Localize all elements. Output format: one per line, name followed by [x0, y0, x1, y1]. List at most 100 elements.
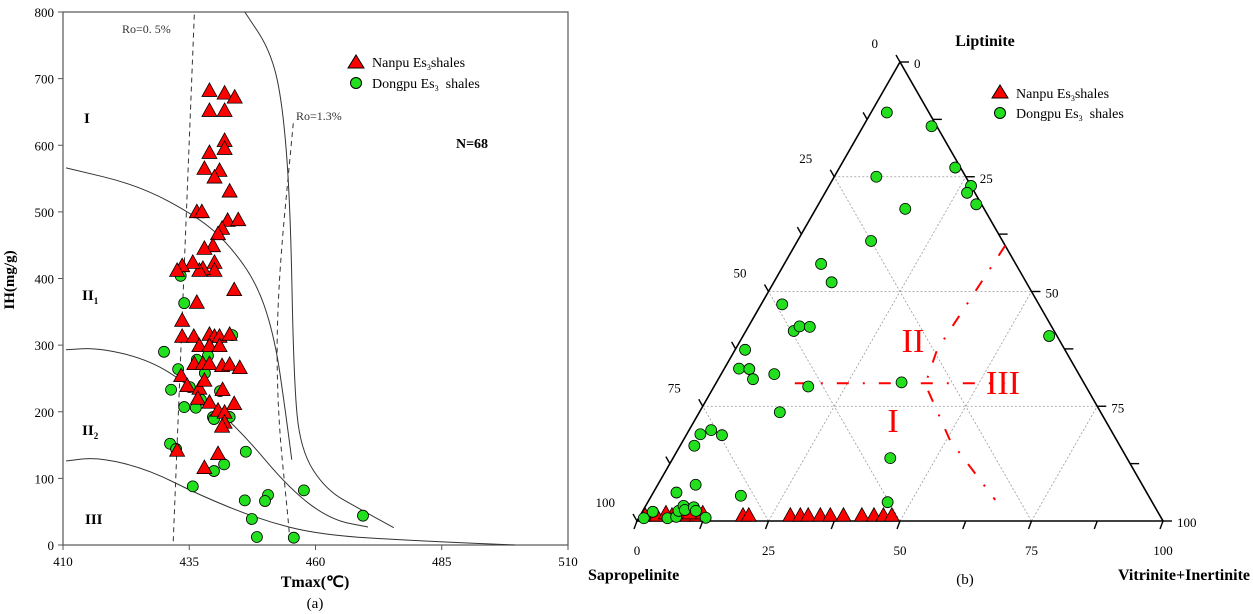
nanpu-point — [206, 262, 223, 277]
panel-a-label: (a) — [307, 596, 324, 612]
y-tick-label: 200 — [35, 405, 55, 420]
nanpu-point — [883, 506, 901, 522]
bottom-tick-label: 75 — [1025, 543, 1038, 558]
plot-frame — [62, 11, 569, 546]
nanpu-point — [835, 506, 852, 522]
bottom-tick-label: 0 — [634, 543, 641, 558]
dongpu-point — [1043, 330, 1056, 342]
dongpu-point — [899, 202, 912, 215]
y-tick-label: 800 — [35, 5, 55, 20]
legend-dongpu-label: Dongpu Es3 shales — [1016, 107, 1124, 123]
nanpu-point — [196, 240, 213, 255]
dongpu-point — [694, 428, 707, 441]
nanpu-point — [168, 262, 186, 277]
nanpu-point — [201, 102, 218, 117]
dongpu-point — [699, 511, 712, 524]
dongpu-point — [178, 297, 191, 310]
legend-triangle-marker — [991, 84, 1009, 99]
x-axis-label: Tmax(℃) — [281, 574, 350, 591]
kerogen-type-boundary — [65, 458, 515, 546]
nanpu-point — [822, 506, 839, 522]
dongpu-point — [803, 320, 816, 333]
bottom-tick — [699, 520, 704, 530]
dongpu-point — [884, 452, 897, 465]
y-tick-label: 300 — [35, 338, 55, 353]
ro-0-5-label: Ro=0. 5% — [122, 22, 171, 36]
nanpu-point — [168, 441, 186, 457]
dongpu-point — [773, 406, 786, 419]
x-tick-label: 460 — [306, 554, 326, 569]
y-tick-label: 600 — [35, 138, 55, 153]
nanpu-point — [812, 506, 829, 522]
grid-line — [1031, 406, 1098, 522]
kerogen-type-boundary — [65, 167, 293, 460]
y-tick-label: 100 — [35, 471, 55, 486]
nanpu-point — [226, 395, 243, 410]
nanpu-point — [201, 144, 218, 159]
nanpu-point — [172, 367, 190, 383]
dongpu-point — [688, 439, 701, 452]
region-iii-label: III — [986, 365, 1020, 402]
nanpu-point — [216, 140, 233, 155]
dongpu-point — [716, 429, 728, 442]
left-tick — [632, 513, 638, 522]
nanpu-point — [193, 203, 211, 219]
nanpu-point — [204, 237, 222, 253]
nanpu-point — [206, 168, 223, 184]
left-tick — [895, 54, 901, 63]
dongpu-point — [646, 505, 659, 518]
left-tick — [665, 456, 671, 464]
ro-isoline — [276, 123, 294, 546]
nanpu-point — [221, 325, 238, 341]
kerogen-type-boundary — [244, 11, 395, 529]
dongpu-point — [287, 531, 300, 544]
dongpu-point — [802, 380, 815, 393]
nanpu-point — [226, 281, 243, 297]
nanpu-point — [201, 337, 218, 353]
dongpu-point — [881, 496, 894, 509]
nanpu-point — [185, 327, 202, 343]
panel-b-ternary-plot: 0 100 0 25 75 25 50 50 50 75 25 75 100 0 100 Liptinite… — [588, 33, 1250, 588]
dongpu-point — [870, 170, 883, 183]
dongpu-point — [747, 373, 759, 386]
nanpu-point — [196, 459, 213, 474]
nanpu-point — [740, 506, 757, 522]
region-ii2-label: II2 — [82, 423, 99, 441]
dongpu-point — [880, 106, 893, 119]
dongpu-point — [670, 486, 683, 499]
nanpu-point — [201, 393, 218, 409]
nanpu-point — [179, 377, 196, 393]
nanpu-point — [853, 506, 871, 522]
right-tick-label: 50 — [1046, 286, 1059, 301]
nanpu-point — [216, 84, 233, 100]
legend-triangle-marker — [347, 54, 365, 69]
nanpu-point — [189, 389, 207, 405]
bottom-tick — [1159, 520, 1164, 530]
nanpu-point — [216, 102, 233, 117]
panel-a-ih-tmax-plot: IH(mg/g) Tmax(℃) (a) N=68 Ro=0. 5% Ro=1.… — [2, 5, 578, 612]
dongpu-point — [970, 198, 983, 211]
dongpu-point — [925, 120, 938, 133]
bottom-tick — [1027, 520, 1033, 530]
dongpu-point — [238, 494, 251, 507]
dongpu-point — [186, 480, 199, 493]
grid-line — [702, 406, 769, 522]
dongpu-point — [895, 376, 908, 389]
nanpu-point — [174, 311, 191, 327]
dongpu-point — [865, 235, 877, 247]
dongpu-point — [158, 345, 170, 358]
dongpu-point — [768, 368, 781, 381]
nanpu-point — [201, 355, 218, 371]
bottom-tick — [764, 520, 770, 530]
nanpu-point — [226, 88, 243, 104]
y-tick-label: 400 — [35, 272, 55, 287]
sapropelinite-axis-title: Sapropelinite — [588, 567, 679, 584]
nanpu-point — [191, 337, 208, 353]
left-tick — [829, 169, 835, 178]
nanpu-point — [201, 82, 218, 97]
y-tick-label: 700 — [35, 72, 55, 87]
bottom-tick-label: 100 — [1153, 543, 1173, 558]
nanpu-point — [782, 506, 799, 522]
vitrinite-inertinite-axis-title: Vitrinite+Inertinite — [1118, 567, 1250, 584]
x-tick-label: 485 — [432, 554, 452, 569]
